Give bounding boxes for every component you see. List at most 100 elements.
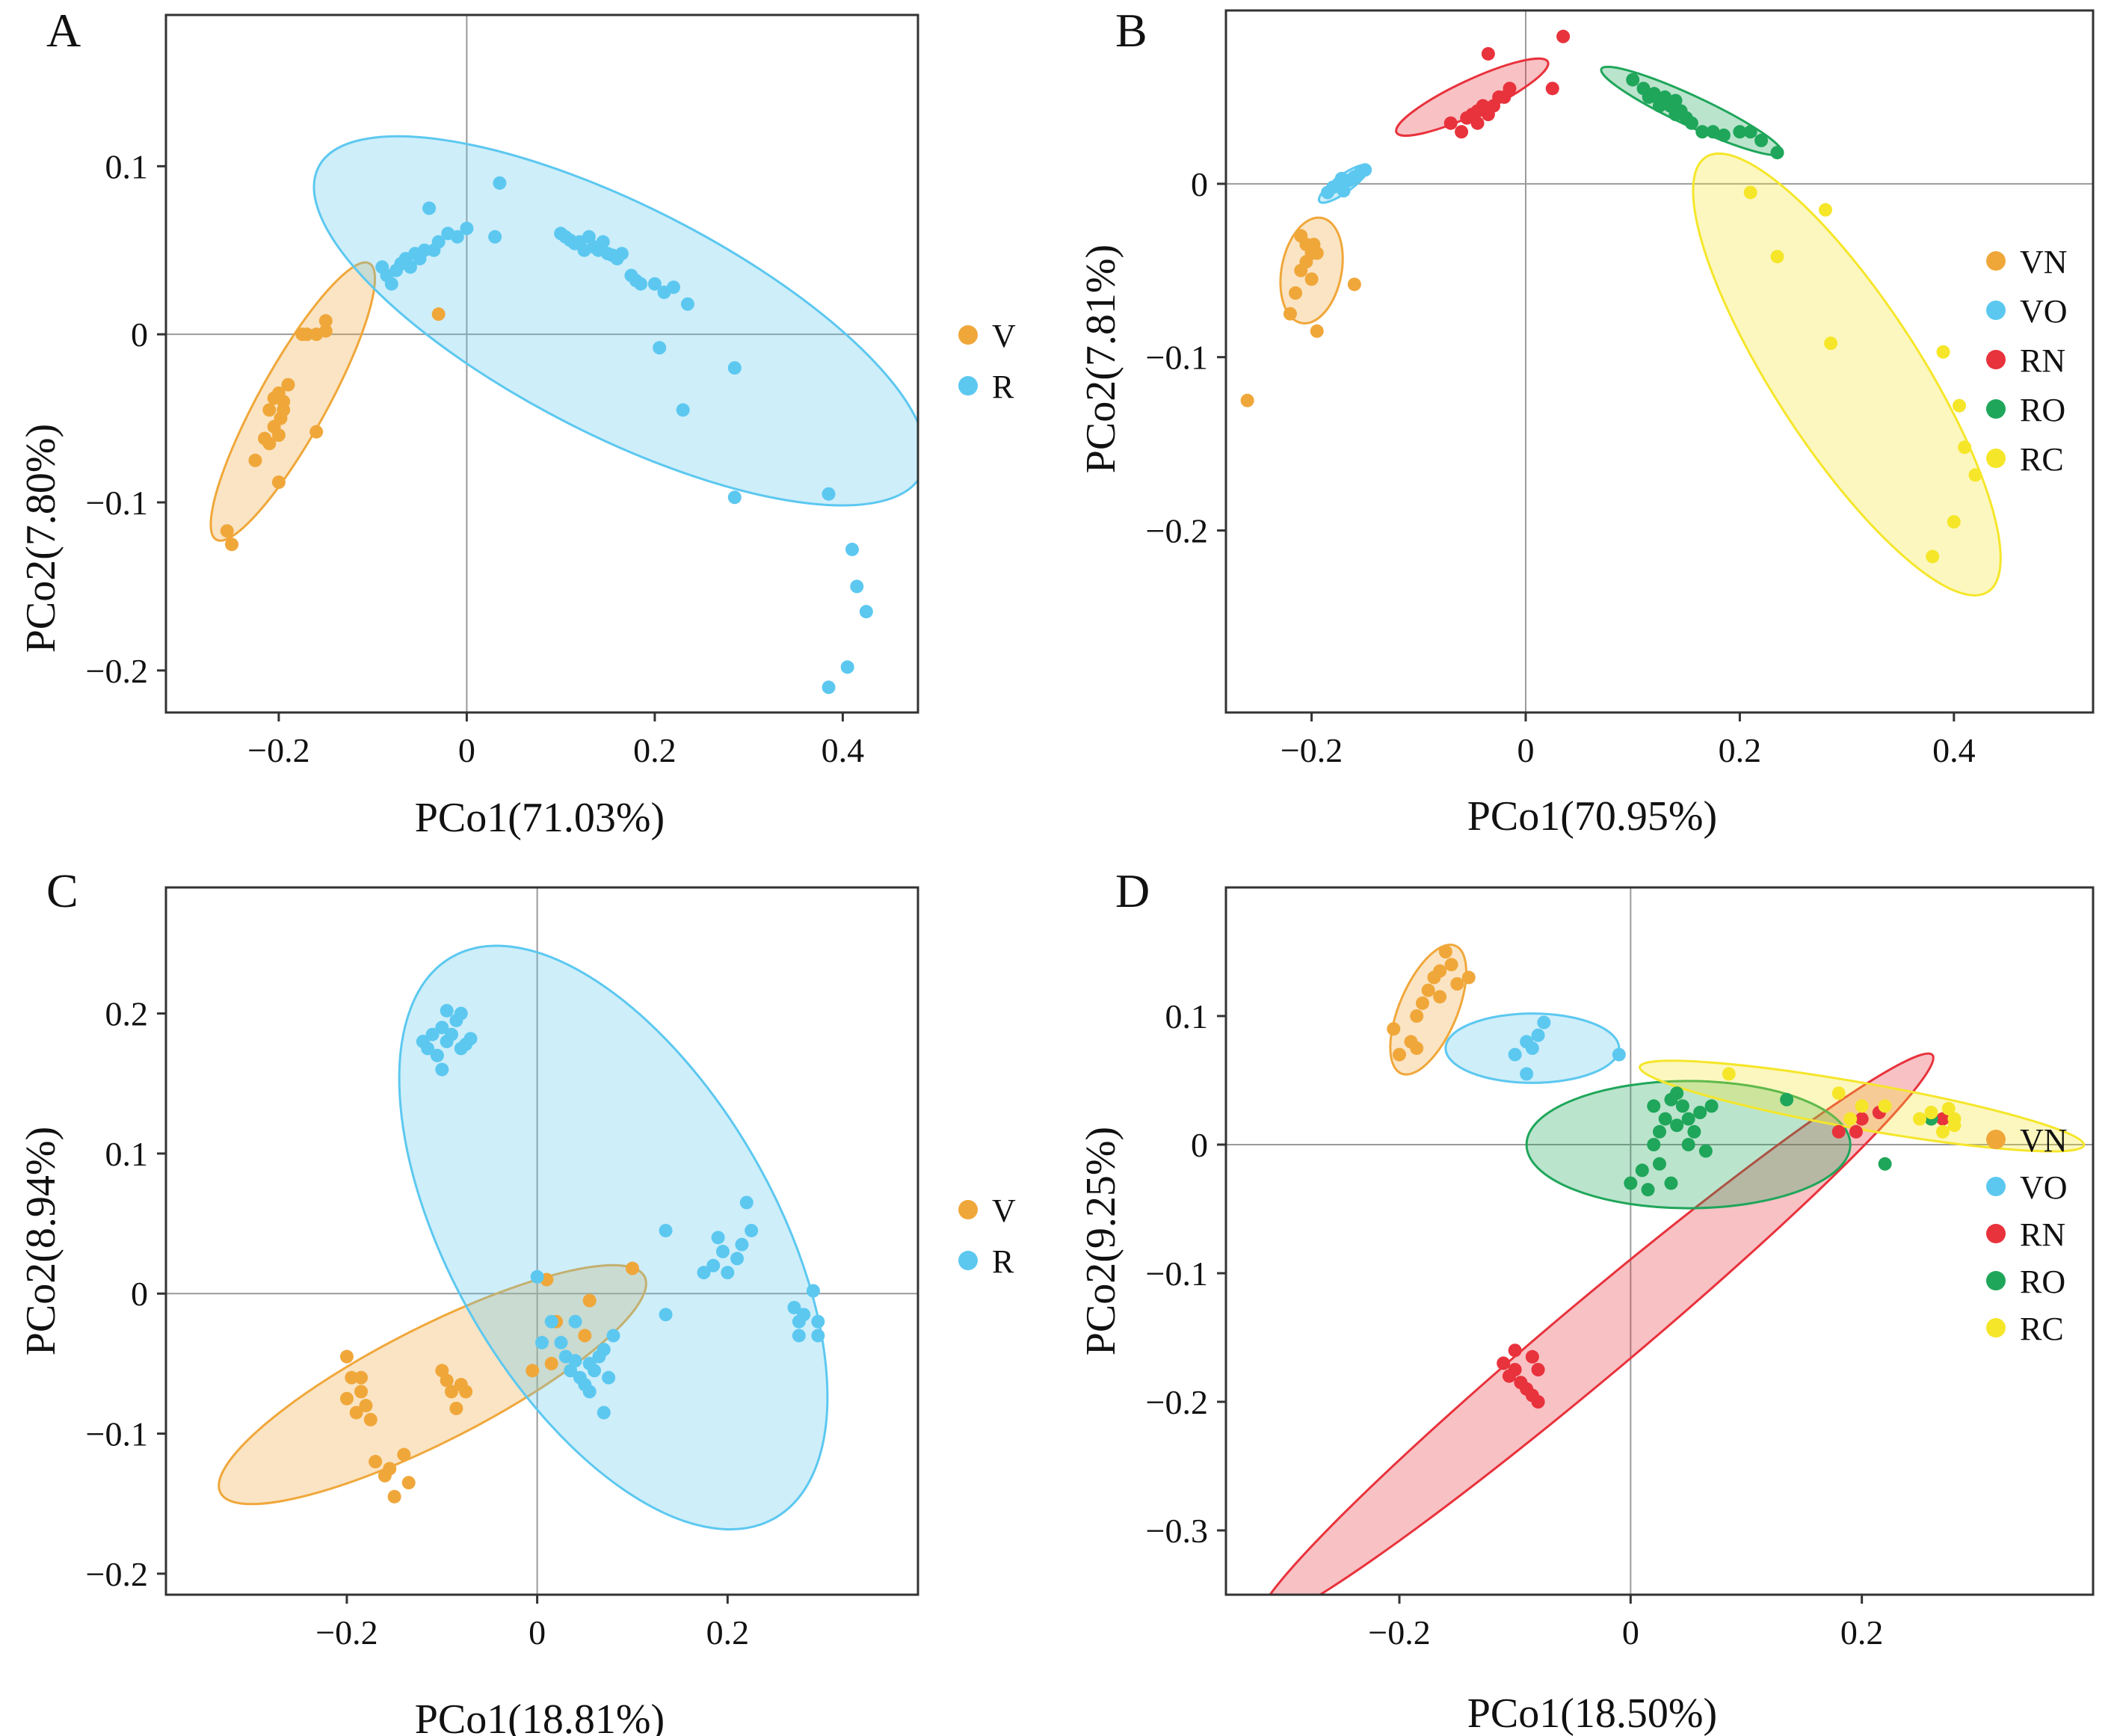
data-point-v bbox=[271, 475, 286, 489]
data-point-r bbox=[602, 1370, 616, 1385]
data-point-r bbox=[568, 1354, 582, 1368]
data-point-r bbox=[596, 235, 610, 249]
data-point-ro bbox=[1770, 146, 1784, 160]
data-point-v bbox=[369, 1455, 383, 1469]
y-tick-label: −0.2 bbox=[1146, 1383, 1208, 1421]
data-point-v bbox=[354, 1370, 369, 1385]
y-tick-label: −0.1 bbox=[1146, 339, 1208, 377]
data-point-v bbox=[277, 403, 291, 417]
data-point-r bbox=[582, 230, 596, 244]
data-point-r bbox=[634, 277, 648, 291]
data-point-vn bbox=[1410, 1009, 1424, 1023]
data-point-r bbox=[440, 1003, 454, 1018]
data-point-r bbox=[745, 1223, 759, 1237]
data-point-rc bbox=[1831, 1086, 1846, 1101]
series-vo bbox=[1508, 1015, 1626, 1081]
data-point-rn bbox=[1525, 1349, 1539, 1364]
data-point-r bbox=[435, 1062, 449, 1077]
data-point-ro bbox=[1704, 1099, 1719, 1113]
data-point-r bbox=[715, 1245, 730, 1259]
data-point-r bbox=[530, 1269, 544, 1284]
data-point-vn bbox=[1283, 307, 1297, 321]
data-point-v bbox=[225, 538, 239, 552]
data-point-rn bbox=[1508, 1363, 1522, 1376]
plot-frame bbox=[164, 886, 919, 1596]
plot-area bbox=[166, 887, 918, 1595]
x-tick-label: 0.4 bbox=[822, 731, 865, 769]
data-point-r bbox=[850, 579, 864, 594]
legend-label-rn: RN bbox=[2020, 1216, 2065, 1253]
plot-frame bbox=[1224, 886, 2095, 1596]
data-point-v bbox=[309, 425, 324, 439]
data-point-v bbox=[281, 378, 295, 392]
data-point-rn bbox=[1497, 1356, 1511, 1370]
data-point-vn bbox=[1294, 229, 1308, 243]
panel-letter: D bbox=[1115, 864, 1150, 917]
data-point-vn bbox=[1240, 393, 1254, 407]
x-tick-label: 0.2 bbox=[1719, 731, 1762, 769]
data-point-rn bbox=[1556, 29, 1571, 43]
data-point-rc bbox=[1818, 203, 1832, 217]
data-point-vo bbox=[1358, 163, 1372, 177]
panel-d: D −0.2 0 0.2 −0.3 −0.2 −0.1 0 0.1 PCo1(18.50%) PCo… bbox=[1078, 864, 2095, 1736]
y-tick-label: −0.1 bbox=[86, 484, 148, 522]
data-point-v bbox=[449, 1401, 463, 1415]
series-rn bbox=[1497, 1106, 1950, 1409]
data-point-r bbox=[588, 1364, 602, 1378]
data-point-ro bbox=[1733, 125, 1747, 139]
series-rn bbox=[1443, 29, 1571, 139]
data-point-r bbox=[721, 1266, 735, 1280]
legend-swatch-ro bbox=[1986, 399, 2006, 419]
y-tick-label: 0 bbox=[131, 1275, 148, 1313]
legend-label-ro: RO bbox=[2020, 392, 2065, 428]
x-tick-label: 0.2 bbox=[633, 731, 677, 769]
plot-frame bbox=[164, 13, 919, 714]
data-point-vn bbox=[1415, 996, 1429, 1010]
data-point-r bbox=[460, 221, 474, 236]
data-point-ro bbox=[1681, 1138, 1695, 1151]
data-point-vo bbox=[1334, 171, 1349, 185]
data-point-v bbox=[401, 1476, 416, 1490]
data-point-r bbox=[403, 260, 417, 274]
y-tick-label: −0.3 bbox=[1146, 1512, 1208, 1550]
data-point-r bbox=[606, 1329, 620, 1343]
confidence-ellipse-vn bbox=[1279, 216, 1344, 324]
data-point-r bbox=[822, 680, 836, 695]
data-point-rc bbox=[1878, 1099, 1892, 1113]
series-r bbox=[375, 176, 873, 695]
x-tick-label: −0.2 bbox=[1281, 731, 1343, 769]
data-point-rc bbox=[1935, 1124, 1950, 1139]
x-axis-title: PCo1(70.95%) bbox=[1467, 793, 1717, 840]
data-point-r bbox=[727, 361, 742, 375]
data-point-rc bbox=[1947, 514, 1961, 529]
data-point-r bbox=[431, 235, 446, 249]
panel-letter: C bbox=[46, 864, 78, 917]
data-point-vo bbox=[1508, 1047, 1522, 1062]
data-point-r bbox=[422, 201, 437, 215]
data-point-r bbox=[445, 1027, 459, 1041]
data-point-ro bbox=[1626, 73, 1640, 87]
data-point-rc bbox=[1947, 1118, 1962, 1133]
data-point-r bbox=[711, 1231, 725, 1245]
y-tick-label: 0.2 bbox=[105, 995, 149, 1033]
data-point-v bbox=[544, 1356, 558, 1370]
data-point-v bbox=[397, 1447, 411, 1462]
data-point-r bbox=[680, 297, 694, 311]
plot-area bbox=[1226, 887, 2093, 1595]
data-point-vn bbox=[1310, 324, 1324, 338]
x-tick-label: 0 bbox=[1517, 731, 1534, 769]
data-point-v bbox=[248, 453, 262, 467]
data-point-r bbox=[493, 176, 507, 190]
data-point-rc bbox=[1941, 1101, 1956, 1115]
x-axis-title: PCo1(18.81%) bbox=[415, 1696, 665, 1736]
legend: VR bbox=[958, 318, 1016, 405]
data-point-rc bbox=[1913, 1112, 1926, 1126]
data-point-ro bbox=[1647, 1138, 1661, 1151]
series-ro bbox=[1626, 73, 1784, 160]
data-point-ro bbox=[1681, 1112, 1695, 1126]
data-point-rc bbox=[1958, 440, 1972, 455]
panel-a: A −0.2 0 0.2 0.4 −0.2 −0.1 0 0.1 PCo1(71.03%) PCo2… bbox=[18, 4, 1016, 841]
data-point-ro bbox=[1653, 99, 1666, 113]
x-axis-title: PCo1(71.03%) bbox=[415, 795, 665, 841]
data-point-r bbox=[647, 277, 662, 291]
